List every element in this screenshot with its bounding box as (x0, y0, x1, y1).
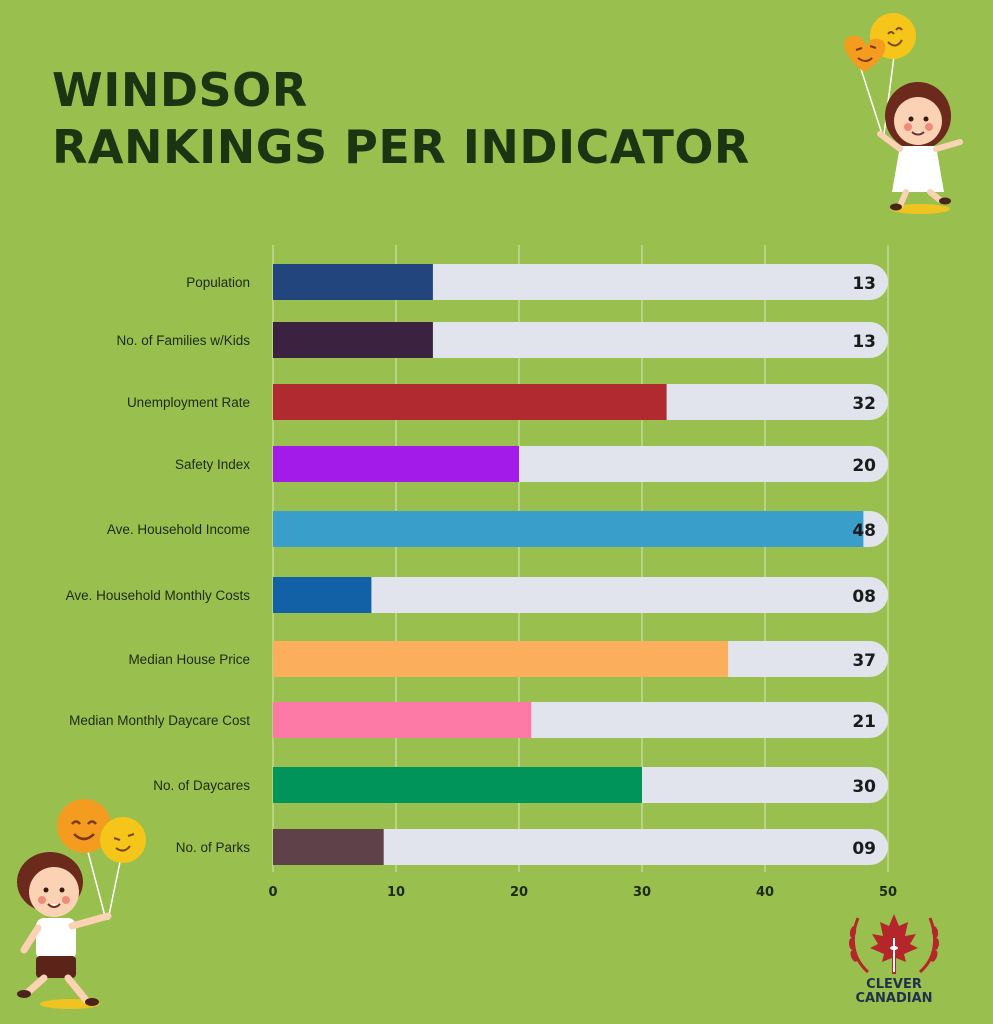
data-label: 32 (852, 394, 876, 414)
clever-canadian-logo: CLEVER CANADIAN (838, 908, 950, 1012)
x-tick-label: 30 (633, 885, 651, 900)
data-label: 08 (852, 587, 876, 607)
bar (273, 446, 519, 482)
category-label: Ave. Household Monthly Costs (66, 588, 251, 603)
bar (273, 767, 642, 803)
category-label: No. of Families w/Kids (116, 333, 250, 348)
bar-track (273, 829, 888, 865)
data-label: 37 (852, 651, 876, 671)
title-line-1: WINDSOR (52, 63, 308, 117)
x-tick-label: 50 (879, 885, 897, 900)
data-label: 09 (852, 839, 876, 859)
x-tick-label: 10 (387, 885, 405, 900)
logo-text-line-2: CANADIAN (855, 991, 933, 1006)
x-tick-label: 20 (510, 885, 528, 900)
bar-track (273, 577, 888, 613)
x-tick-label: 40 (756, 885, 774, 900)
x-tick-label: 0 (268, 885, 277, 900)
bar (273, 702, 532, 738)
bar (273, 384, 667, 420)
category-label: Population (186, 275, 250, 290)
logo-text-line-1: CLEVER (866, 977, 922, 992)
category-label: Ave. Household Income (107, 522, 250, 537)
bar (273, 322, 433, 358)
category-label: Unemployment Rate (127, 395, 250, 410)
data-label: 20 (852, 456, 876, 476)
bar (273, 577, 372, 613)
bar (273, 641, 729, 677)
data-label: 21 (852, 712, 876, 732)
bar (273, 511, 864, 547)
boy-with-balloons-illustration (17, 799, 146, 1009)
category-label: Median House Price (128, 652, 250, 667)
category-label: Median Monthly Daycare Cost (69, 713, 250, 728)
girl-with-balloons-illustration (844, 13, 963, 214)
bar (273, 264, 433, 300)
category-label: No. of Daycares (153, 778, 250, 793)
page-title: WINDSOR RANKINGS PER INDICATOR (52, 62, 750, 176)
bar (273, 829, 384, 865)
category-label: Safety Index (175, 457, 250, 472)
data-label: 48 (852, 521, 876, 541)
title-line-2: RANKINGS PER INDICATOR (52, 120, 750, 174)
maple-leaf-wreath-icon (848, 914, 940, 974)
data-label: 13 (852, 274, 876, 294)
category-label: No. of Parks (176, 840, 251, 855)
data-label: 13 (852, 332, 876, 352)
data-label: 30 (852, 777, 876, 797)
